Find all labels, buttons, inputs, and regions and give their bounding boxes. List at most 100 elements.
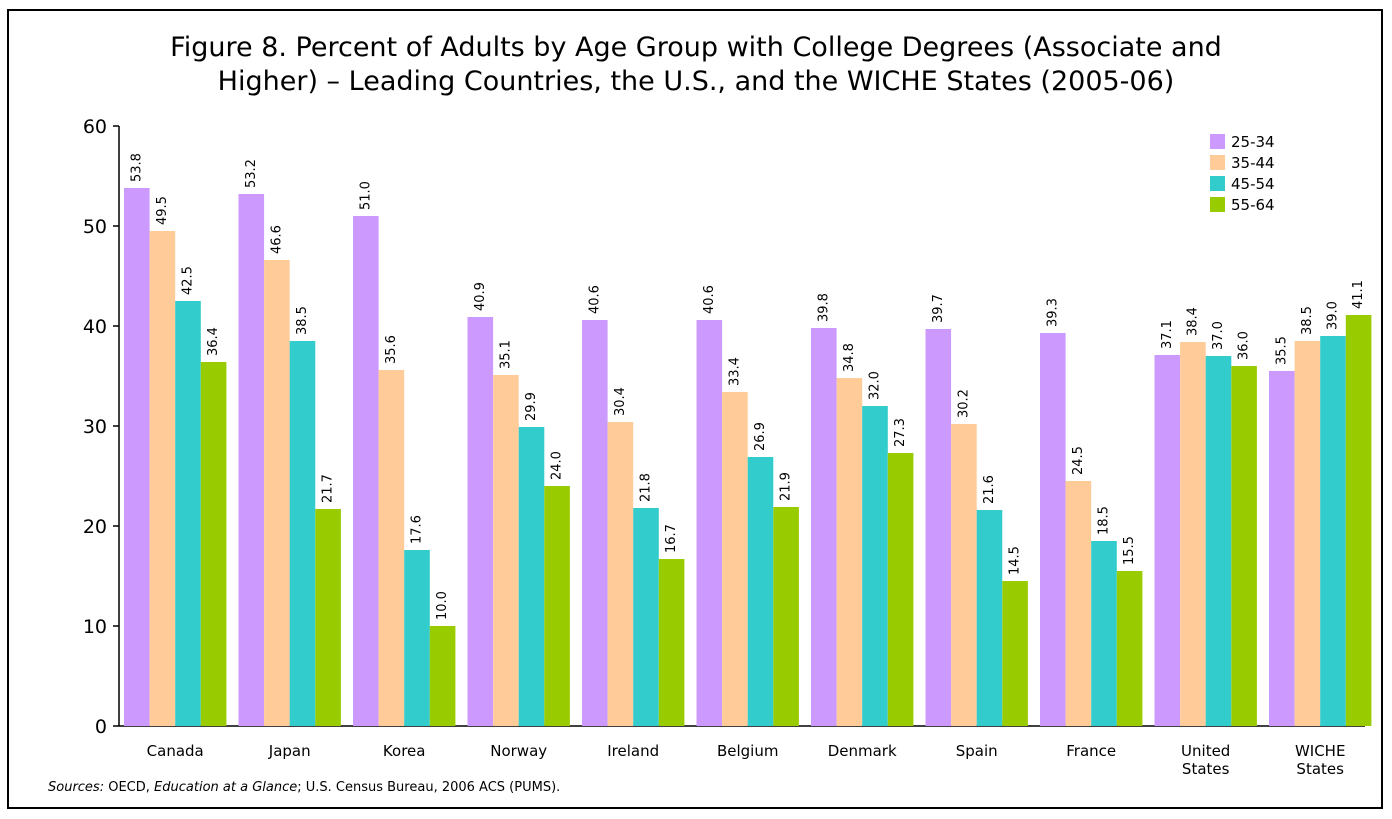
bar-55-64-8 bbox=[1116, 571, 1143, 726]
bar-55-64-7 bbox=[1002, 581, 1028, 726]
data-label-25-34-7: 39.7 bbox=[931, 294, 946, 323]
data-label-55-64-10: 41.1 bbox=[1351, 280, 1366, 309]
bar-55-64-9 bbox=[1231, 366, 1257, 726]
bar-35-44-8 bbox=[1065, 481, 1092, 726]
y-tick-label-60: 60 bbox=[83, 116, 107, 138]
data-label-55-64-1: 21.7 bbox=[321, 474, 336, 503]
bar-55-64-3 bbox=[544, 486, 570, 726]
x-tick-label-10-1: States bbox=[1296, 760, 1344, 778]
bar-55-64-1 bbox=[315, 509, 341, 726]
legend-swatch-35-44 bbox=[1210, 155, 1225, 170]
bar-35-44-3 bbox=[493, 375, 519, 726]
x-tick-label-8-0: France bbox=[1066, 742, 1116, 760]
bar-25-34-6 bbox=[811, 328, 837, 726]
source-part2: ; U.S. Census Bureau, 2006 ACS (PUMS). bbox=[297, 780, 561, 795]
x-tick-label-10-0: WICHE bbox=[1295, 742, 1346, 760]
bar-25-34-2 bbox=[353, 216, 379, 726]
bar-45-54-2 bbox=[404, 550, 430, 726]
x-tick-label-3-0: Norway bbox=[490, 742, 547, 760]
source-label: Sources: bbox=[48, 780, 105, 795]
bar-55-64-2 bbox=[429, 626, 456, 726]
legend-swatch-25-34 bbox=[1210, 134, 1225, 149]
data-label-35-44-8: 24.5 bbox=[1071, 446, 1086, 475]
x-tick-label-6-0: Denmark bbox=[828, 742, 897, 760]
bar-35-44-4 bbox=[607, 422, 634, 726]
x-tick-label-2-0: Korea bbox=[383, 742, 426, 760]
data-label-25-34-6: 39.8 bbox=[816, 293, 831, 322]
bar-25-34-4 bbox=[582, 320, 608, 726]
y-tick-label-10: 10 bbox=[83, 616, 107, 638]
bar-45-54-7 bbox=[976, 510, 1003, 726]
source-part1: OECD, bbox=[108, 780, 150, 795]
bar-55-64-6 bbox=[887, 453, 914, 726]
y-tick-label-0: 0 bbox=[95, 716, 107, 738]
bar-25-34-1 bbox=[238, 194, 265, 726]
bar-45-54-9 bbox=[1205, 356, 1232, 726]
chart-frame bbox=[7, 9, 1383, 809]
data-label-35-44-3: 35.1 bbox=[498, 340, 513, 369]
data-label-55-64-2: 10.0 bbox=[435, 591, 450, 620]
data-label-35-44-0: 49.5 bbox=[155, 196, 170, 225]
bar-55-64-5 bbox=[773, 507, 799, 726]
legend-swatch-45-54 bbox=[1210, 176, 1225, 191]
data-label-25-34-2: 51.0 bbox=[358, 181, 373, 210]
bar-25-34-9 bbox=[1154, 355, 1181, 726]
x-tick-label-4-0: Ireland bbox=[607, 742, 659, 760]
bar-45-54-1 bbox=[289, 341, 316, 726]
data-label-25-34-0: 53.8 bbox=[129, 153, 144, 182]
data-label-45-54-3: 29.9 bbox=[524, 392, 539, 421]
bar-35-44-0 bbox=[149, 231, 176, 726]
bar-45-54-0 bbox=[175, 301, 201, 726]
data-label-45-54-0: 42.5 bbox=[181, 266, 196, 295]
bar-45-54-5 bbox=[747, 457, 774, 726]
legend-label-25-34: 25-34 bbox=[1231, 133, 1275, 151]
bar-35-44-5 bbox=[722, 392, 748, 726]
bar-35-44-6 bbox=[836, 378, 863, 726]
legend-label-55-64: 55-64 bbox=[1231, 196, 1275, 214]
legend-swatch-55-64 bbox=[1210, 197, 1225, 212]
data-label-55-64-9: 36.0 bbox=[1237, 331, 1252, 360]
y-tick-label-50: 50 bbox=[83, 216, 107, 238]
bar-25-34-0 bbox=[124, 188, 150, 726]
bar-35-44-1 bbox=[264, 260, 290, 726]
data-label-55-64-0: 36.4 bbox=[206, 327, 221, 356]
legend-label-35-44: 35-44 bbox=[1231, 154, 1275, 172]
data-label-55-64-5: 21.9 bbox=[779, 472, 794, 501]
data-label-55-64-8: 15.5 bbox=[1122, 536, 1137, 565]
x-tick-label-5-0: Belgium bbox=[717, 742, 779, 760]
x-tick-label-9-0: United bbox=[1181, 742, 1230, 760]
bar-45-54-4 bbox=[633, 508, 659, 726]
bar-45-54-6 bbox=[862, 406, 888, 726]
source-note: Sources: OECD, Education at a Glance; U.… bbox=[48, 780, 560, 795]
x-tick-label-7-0: Spain bbox=[956, 742, 998, 760]
data-label-45-54-2: 17.6 bbox=[410, 515, 425, 544]
bar-35-44-9 bbox=[1180, 342, 1206, 726]
data-label-45-54-6: 32.0 bbox=[868, 371, 883, 400]
data-label-35-44-9: 38.4 bbox=[1185, 307, 1200, 336]
data-label-55-64-7: 14.5 bbox=[1008, 546, 1023, 575]
data-label-25-34-1: 53.2 bbox=[244, 159, 259, 188]
y-tick-label-30: 30 bbox=[83, 416, 107, 438]
bar-25-34-5 bbox=[696, 320, 723, 726]
data-label-55-64-3: 24.0 bbox=[550, 451, 565, 480]
data-label-25-34-9: 37.1 bbox=[1160, 320, 1175, 349]
data-label-35-44-7: 30.2 bbox=[956, 389, 971, 418]
bar-35-44-2 bbox=[378, 370, 405, 726]
data-label-25-34-10: 35.5 bbox=[1274, 336, 1289, 365]
x-tick-label-9-1: States bbox=[1182, 760, 1230, 778]
bar-35-44-7 bbox=[951, 424, 977, 726]
data-label-35-44-10: 38.5 bbox=[1300, 306, 1315, 335]
bar-25-34-3 bbox=[467, 317, 494, 726]
legend-label-45-54: 45-54 bbox=[1231, 175, 1275, 193]
bar-45-54-10 bbox=[1320, 336, 1346, 726]
bar-55-64-10 bbox=[1345, 315, 1372, 726]
data-label-35-44-5: 33.4 bbox=[727, 357, 742, 386]
data-label-35-44-4: 30.4 bbox=[613, 387, 628, 416]
x-tick-label-0-0: Canada bbox=[147, 742, 204, 760]
bar-55-64-4 bbox=[658, 559, 685, 726]
data-label-25-34-8: 39.3 bbox=[1045, 298, 1060, 327]
bar-35-44-10 bbox=[1294, 341, 1321, 726]
data-label-45-54-10: 39.0 bbox=[1326, 301, 1341, 330]
data-label-45-54-7: 21.6 bbox=[982, 475, 997, 504]
